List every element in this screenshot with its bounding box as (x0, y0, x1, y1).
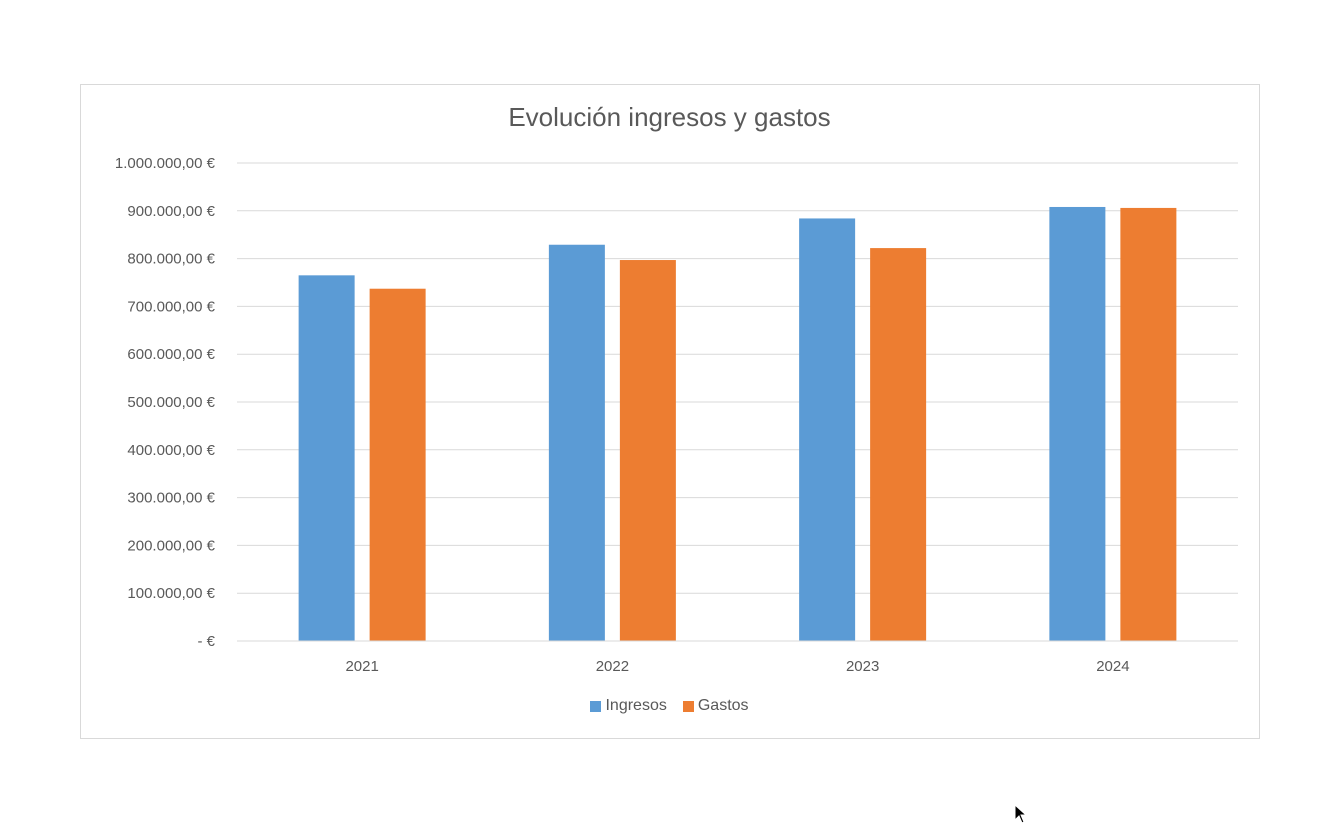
y-tick-label: - € (197, 633, 215, 650)
arrow-cursor-icon (1014, 804, 1028, 824)
x-tick-label: 2021 (345, 658, 378, 675)
bar-gastos-2023 (870, 248, 927, 642)
y-tick-label: 600.000,00 € (127, 346, 215, 363)
bar-gastos-2022 (619, 260, 676, 641)
legend-label-gastos: Gastos (697, 697, 749, 714)
bar-ingresos-2021 (298, 275, 355, 641)
bar-ingresos-2024 (1049, 206, 1106, 641)
chart-title: Evolución ingresos y gastos (508, 102, 831, 132)
bar-gastos-2021 (369, 288, 426, 641)
legend-label-ingresos: Ingresos (605, 697, 667, 714)
x-tick-label: 2024 (1096, 658, 1129, 675)
legend-swatch-gastos (682, 700, 694, 712)
y-tick-label: 700.000,00 € (127, 298, 215, 315)
y-tick-label: 400.000,00 € (127, 442, 215, 459)
x-tick-label: 2022 (596, 658, 629, 675)
bar-ingresos-2023 (799, 218, 856, 641)
legend-item-gastos: Gastos (682, 697, 749, 715)
legend-swatch-ingresos (590, 700, 602, 712)
y-tick-label: 800.000,00 € (127, 251, 215, 268)
y-tick-label: 900.000,00 € (127, 203, 215, 220)
x-tick-label: 2023 (846, 658, 879, 675)
y-tick-label: 1.000.000,00 € (115, 155, 216, 172)
y-tick-label: 100.000,00 € (127, 585, 215, 602)
bar-ingresos-2022 (548, 244, 605, 641)
legend-item-ingresos: Ingresos (590, 697, 667, 715)
y-tick-label: 300.000,00 € (127, 490, 215, 507)
bar-gastos-2024 (1120, 207, 1177, 641)
legend: Ingresos Gastos (0, 697, 1339, 715)
y-tick-label: 200.000,00 € (127, 537, 215, 554)
y-tick-label: 500.000,00 € (127, 394, 215, 411)
